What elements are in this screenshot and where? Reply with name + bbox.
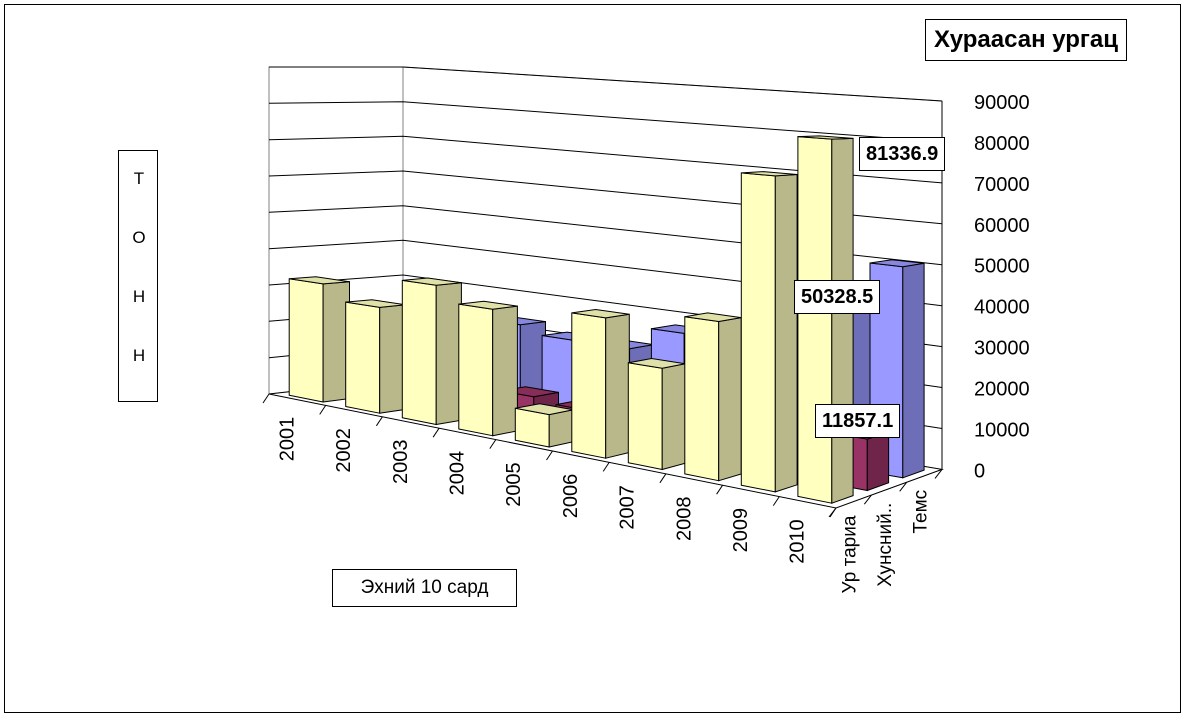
y-tick-label: 70000	[974, 174, 1030, 196]
y-axis-title-letter: Т	[133, 169, 145, 188]
bar-side	[548, 409, 574, 448]
x-tick	[772, 496, 780, 506]
bar-top	[741, 171, 798, 177]
x-tick	[489, 439, 497, 449]
bar	[458, 300, 518, 437]
x-tick-label: 2008	[673, 497, 695, 542]
bar	[345, 299, 406, 414]
bar	[740, 171, 798, 493]
y-tick-label: 80000	[974, 133, 1030, 155]
x-tick-label: 2009	[730, 508, 752, 553]
x-tick	[546, 450, 553, 461]
bar-side	[492, 305, 518, 437]
bar-front	[458, 303, 494, 437]
bar-side	[866, 431, 890, 492]
gridline	[269, 66, 943, 102]
bar-side	[718, 317, 742, 482]
bar	[627, 357, 686, 471]
gridline	[268, 135, 943, 184]
y-tick-label: 10000	[974, 419, 1030, 441]
x-tick-label: 2006	[560, 474, 582, 519]
x-tick	[602, 462, 610, 472]
data-label-tems-2010: 50328.5	[794, 280, 881, 314]
bar-top	[458, 300, 518, 310]
data-label-ur-taria-2010: 81336.9	[859, 137, 946, 171]
x-tick-label: 2007	[617, 485, 639, 529]
y-tick-label: 20000	[974, 379, 1030, 401]
bar-front	[571, 312, 607, 459]
depth-tick	[863, 494, 872, 505]
x-tick	[659, 473, 667, 484]
x-tick	[262, 393, 270, 404]
bar	[401, 277, 462, 426]
y-tick-label: 30000	[974, 338, 1030, 360]
x-tick-label: 2004	[446, 451, 468, 496]
bar-front	[345, 301, 381, 414]
depth-tick	[934, 469, 943, 479]
bar-side	[435, 282, 462, 426]
y-tick-label: 40000	[974, 297, 1030, 319]
bar-front	[627, 362, 663, 471]
bar-front	[288, 278, 324, 403]
bar	[571, 308, 630, 459]
y-axis-title-letter: Н	[132, 346, 146, 365]
depth-tick-label: Ур тариа	[840, 515, 861, 593]
depth-tick-label: Темс	[910, 490, 931, 534]
x-tick-label: 2010	[787, 519, 809, 564]
bar-side	[902, 262, 925, 479]
data-label-khunsnii-2010: 11857.1	[815, 404, 901, 438]
bar-top	[289, 276, 350, 285]
bar-side	[379, 304, 406, 414]
bar	[514, 403, 574, 448]
bar-side	[605, 313, 630, 459]
x-axis-title: Эхний 10 сард	[332, 569, 517, 607]
x-tick	[319, 405, 327, 415]
x-tick	[716, 484, 724, 495]
bar-top	[402, 277, 462, 286]
x-tick-label: 2005	[503, 462, 525, 507]
bar-side	[774, 173, 798, 493]
y-axis-title-letter: Н	[132, 287, 146, 306]
bar-side	[831, 137, 854, 504]
y-tick-label: 60000	[974, 215, 1030, 237]
bar	[288, 276, 350, 403]
bar-front	[684, 316, 720, 482]
depth-tick-label: Хунсний..	[875, 503, 896, 587]
y-tick-label: 90000	[974, 92, 1030, 114]
bar-front	[401, 279, 437, 426]
y-tick-label: 0	[974, 460, 985, 482]
bar-top	[869, 259, 925, 268]
x-tick	[432, 427, 440, 438]
bar	[684, 312, 742, 482]
y-axis-title: Т О Н Н	[118, 150, 158, 402]
bar-top	[797, 135, 854, 140]
depth-tick	[828, 507, 837, 518]
depth-tick	[899, 481, 908, 492]
chart-title: Хураасан ургац	[925, 19, 1128, 61]
gridline	[268, 101, 943, 143]
bar-top	[571, 308, 630, 319]
bar-side	[661, 363, 686, 471]
bar	[797, 135, 854, 504]
x-tick-label: 2003	[390, 440, 412, 485]
x-tick-label: 2001	[276, 417, 298, 462]
bar-front	[797, 136, 833, 504]
bar-front	[740, 172, 776, 493]
x-tick	[375, 416, 383, 427]
x-tick-label: 2002	[333, 428, 355, 473]
y-tick-label: 50000	[974, 256, 1030, 278]
y-axis-title-letter: О	[132, 228, 146, 247]
